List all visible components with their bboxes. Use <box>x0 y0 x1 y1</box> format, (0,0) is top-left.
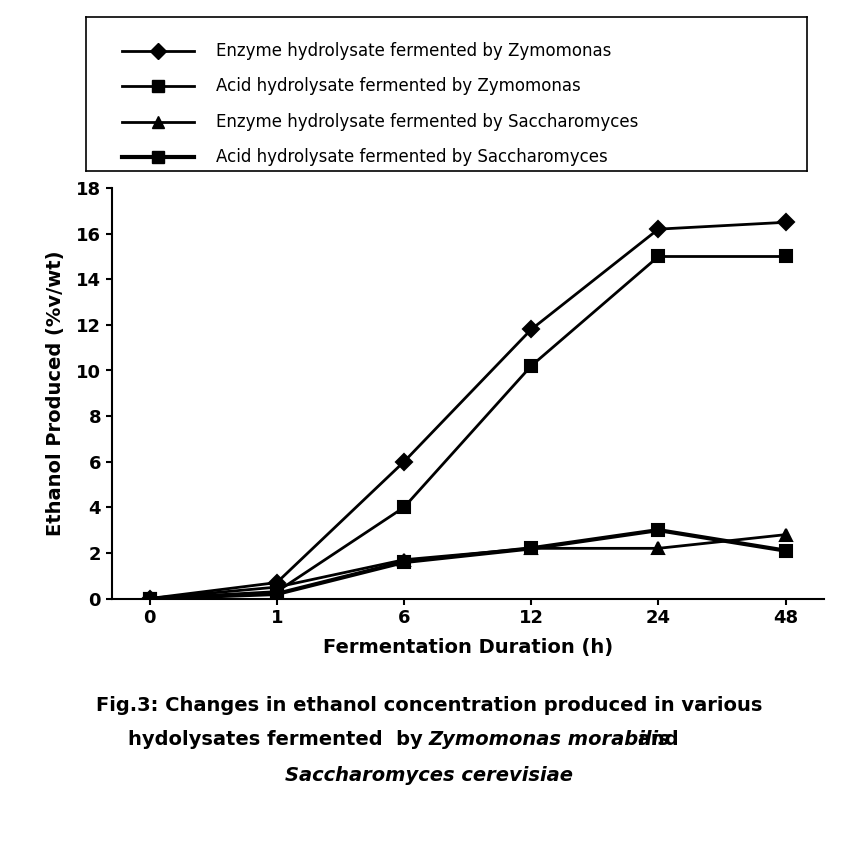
Enzyme hydrolysate fermented by Zymomonas <box>781 217 791 227</box>
Enzyme hydrolysate fermented by Zymomonas <box>526 324 536 334</box>
Enzyme hydrolysate fermented by Saccharomyces <box>399 555 409 565</box>
Acid hydrolysate fermented by Saccharomyces <box>653 525 663 535</box>
Enzyme hydrolysate fermented by Saccharomyces <box>653 543 663 553</box>
Line: Acid hydrolysate fermented by Saccharomyces: Acid hydrolysate fermented by Saccharomy… <box>143 524 792 604</box>
Enzyme hydrolysate fermented by Zymomonas <box>272 577 282 587</box>
Line: Enzyme hydrolysate fermented by Saccharomyces: Enzyme hydrolysate fermented by Saccharo… <box>144 529 791 604</box>
Enzyme hydrolysate fermented by Saccharomyces <box>272 582 282 593</box>
Enzyme hydrolysate fermented by Saccharomyces <box>144 593 154 604</box>
Acid hydrolysate fermented by Saccharomyces <box>272 589 282 599</box>
Text: Enzyme hydrolysate fermented by Zymomonas: Enzyme hydrolysate fermented by Zymomona… <box>215 42 611 60</box>
Acid hydrolysate fermented by Saccharomyces <box>399 557 409 567</box>
Enzyme hydrolysate fermented by Zymomonas <box>144 593 154 604</box>
Enzyme hydrolysate fermented by Zymomonas <box>399 457 409 467</box>
Text: hydolysates fermented  by: hydolysates fermented by <box>128 730 429 749</box>
Acid hydrolysate fermented by Zymomonas <box>272 587 282 597</box>
Acid hydrolysate fermented by Zymomonas <box>144 593 154 604</box>
Acid hydrolysate fermented by Saccharomyces <box>144 593 154 604</box>
Text: Fig.3: Changes in ethanol concentration produced in various: Fig.3: Changes in ethanol concentration … <box>96 696 762 715</box>
Enzyme hydrolysate fermented by Saccharomyces <box>781 529 791 540</box>
Acid hydrolysate fermented by Saccharomyces <box>526 543 536 553</box>
Line: Enzyme hydrolysate fermented by Zymomonas: Enzyme hydrolysate fermented by Zymomona… <box>144 217 791 604</box>
Text: Acid hydrolysate fermented by Saccharomyces: Acid hydrolysate fermented by Saccharomy… <box>215 148 607 166</box>
Enzyme hydrolysate fermented by Saccharomyces <box>526 543 536 553</box>
Acid hydrolysate fermented by Saccharomyces <box>781 545 791 556</box>
X-axis label: Fermentation Duration (h): Fermentation Duration (h) <box>323 638 613 657</box>
Acid hydrolysate fermented by Zymomonas <box>653 251 663 262</box>
Acid hydrolysate fermented by Zymomonas <box>526 361 536 371</box>
Y-axis label: Ethanol Produced (%v/wt): Ethanol Produced (%v/wt) <box>45 251 65 536</box>
Acid hydrolysate fermented by Zymomonas <box>781 251 791 262</box>
Text: Acid hydrolysate fermented by Zymomonas: Acid hydrolysate fermented by Zymomonas <box>215 77 580 96</box>
Text: Enzyme hydrolysate fermented by Saccharomyces: Enzyme hydrolysate fermented by Saccharo… <box>215 113 637 131</box>
Text: and: and <box>631 730 679 749</box>
Text: Saccharomyces cerevisiae: Saccharomyces cerevisiae <box>285 766 573 785</box>
Text: Zymomonas morabilis: Zymomonas morabilis <box>429 730 671 749</box>
Line: Acid hydrolysate fermented by Zymomonas: Acid hydrolysate fermented by Zymomonas <box>144 251 791 604</box>
Enzyme hydrolysate fermented by Zymomonas <box>653 224 663 234</box>
Acid hydrolysate fermented by Zymomonas <box>399 502 409 512</box>
